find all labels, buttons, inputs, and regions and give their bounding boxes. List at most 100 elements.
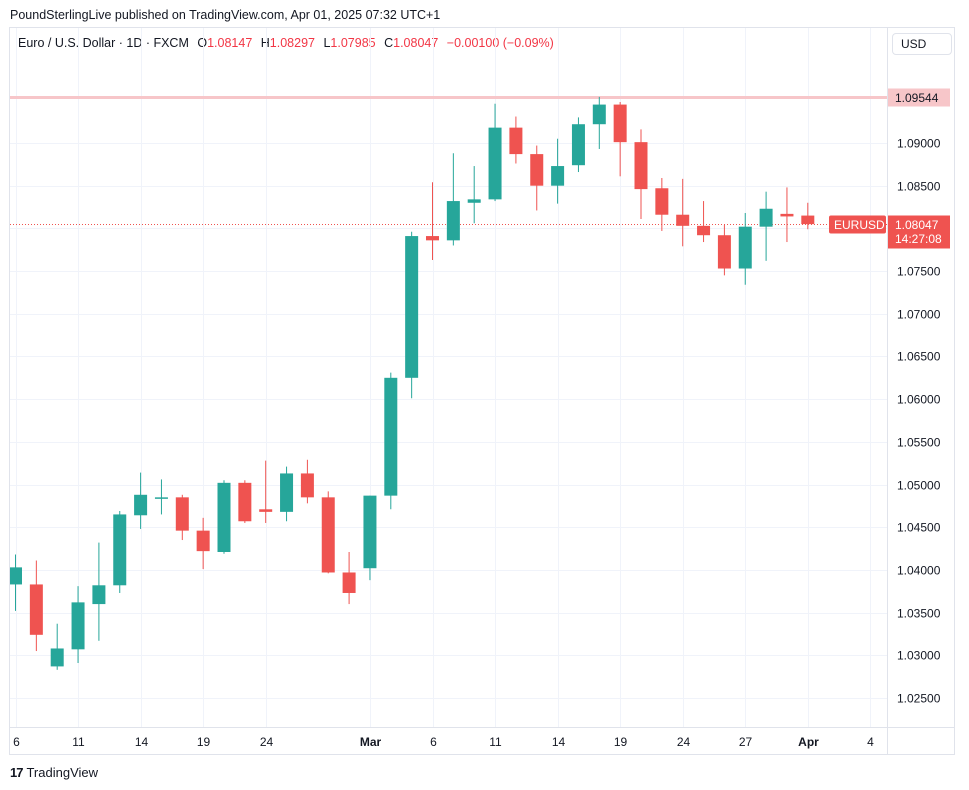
candle	[175, 494, 189, 541]
time-tick-label: 6	[430, 735, 437, 749]
price-tick-label: 1.06000	[897, 393, 941, 407]
price-tick-label: 1.07500	[897, 265, 941, 279]
price-tick-label: 1.06500	[897, 350, 941, 364]
candle	[196, 517, 210, 570]
candle-body	[592, 104, 606, 125]
candle-body	[446, 201, 460, 241]
candle	[10, 554, 22, 611]
change-value: −0.00100 (−0.09%)	[446, 36, 554, 50]
time-tick-label: 24	[260, 735, 274, 749]
time-axis[interactable]: 6 11 14 19 24 Mar 6 11 14 19 24 27 Apr 4	[10, 727, 955, 750]
tradingview-logo-icon[interactable]: 17	[10, 765, 24, 780]
candle	[363, 495, 377, 581]
candle-body	[300, 473, 314, 498]
price-tick-label: 1.09000	[897, 137, 941, 151]
candle-body	[613, 104, 627, 143]
candle-body	[134, 494, 148, 516]
time-tick-label: 11	[72, 735, 85, 749]
candle-body	[759, 208, 773, 227]
candle	[717, 224, 731, 276]
candle-body	[10, 567, 22, 585]
candle-body	[426, 236, 439, 241]
chart-frame	[9, 27, 955, 755]
candle	[426, 182, 439, 260]
close-value: 1.08047	[393, 36, 439, 50]
candle-body	[780, 213, 794, 217]
price-tick-label: 1.08500	[897, 180, 941, 194]
candle-body	[217, 482, 231, 552]
candle-body	[92, 585, 106, 605]
candle	[300, 459, 314, 504]
candle-body	[717, 235, 731, 269]
candle	[801, 202, 815, 230]
price-tick-label: 1.04000	[897, 564, 941, 578]
candle	[780, 187, 794, 243]
footer: 17 TradingView	[10, 765, 98, 780]
time-tick-label: Mar	[360, 735, 382, 749]
price-tick-label: 1.07000	[897, 308, 941, 322]
candle	[467, 166, 481, 224]
price-axis[interactable]: 1.02500 1.03000 1.03500 1.04000 1.04500 1.050…	[887, 28, 941, 755]
candle	[551, 138, 565, 204]
currency-button[interactable]: USD	[892, 33, 952, 55]
candle	[217, 480, 231, 554]
candle	[530, 145, 544, 211]
price-tick-label: 1.02500	[897, 692, 941, 706]
candle-body	[488, 127, 502, 200]
low-value: 1.07985	[330, 36, 376, 50]
time-tick-label: Apr	[798, 735, 819, 749]
price-tick-label: 1.03500	[897, 607, 941, 621]
countdown-label: 14:27:08	[895, 232, 942, 246]
candle-body	[363, 495, 377, 569]
candles	[10, 96, 815, 670]
candle-body	[196, 530, 210, 552]
candle-body	[113, 514, 127, 586]
candle	[29, 560, 43, 652]
candle-body	[655, 188, 669, 215]
brand-name[interactable]: TradingView	[26, 765, 99, 780]
last-price-tag	[888, 215, 950, 249]
candle-body	[530, 154, 544, 186]
published-line: PoundSterlingLive published on TradingVi…	[10, 8, 441, 22]
resistance-price-label: 1.09544	[895, 91, 939, 105]
ohlc-legend: Euro / U.S. Dollar · 1D · FXCM O1.08147 …	[18, 36, 554, 50]
price-tick-label: 1.04500	[897, 521, 941, 535]
grid	[10, 28, 887, 727]
last-price-label: 1.08047	[895, 218, 939, 232]
candle	[134, 472, 148, 529]
symbol-tag-label: EURUSD	[834, 218, 885, 232]
candle	[259, 460, 273, 523]
candle-body	[738, 226, 752, 269]
candle	[738, 213, 752, 285]
candle	[71, 586, 85, 663]
candle-body	[634, 142, 648, 190]
time-tick-label: 19	[197, 735, 211, 749]
candle-body	[571, 124, 585, 166]
candle	[405, 231, 419, 399]
candle	[592, 96, 606, 149]
candle-body	[405, 236, 419, 378]
candle	[613, 102, 627, 177]
low-label: L	[323, 36, 331, 50]
candle	[697, 201, 711, 243]
time-tick-label: 19	[614, 735, 628, 749]
candle-body	[238, 482, 252, 522]
candle	[280, 466, 294, 522]
candle	[571, 117, 585, 173]
candle-body	[342, 572, 356, 593]
candle-body	[175, 497, 189, 531]
candle	[50, 623, 64, 670]
candle	[342, 551, 356, 605]
candle-body	[697, 225, 711, 236]
candle	[92, 542, 106, 641]
instrument-name[interactable]: Euro / U.S. Dollar · 1D · FXCM	[18, 36, 189, 50]
time-tick-label: 14	[552, 735, 566, 749]
resistance-price-tag	[888, 88, 950, 107]
open-label: O	[197, 36, 208, 50]
time-tick-label: 24	[677, 735, 691, 749]
candle	[759, 191, 773, 261]
candle	[321, 491, 335, 574]
time-tick-label: 14	[135, 735, 149, 749]
